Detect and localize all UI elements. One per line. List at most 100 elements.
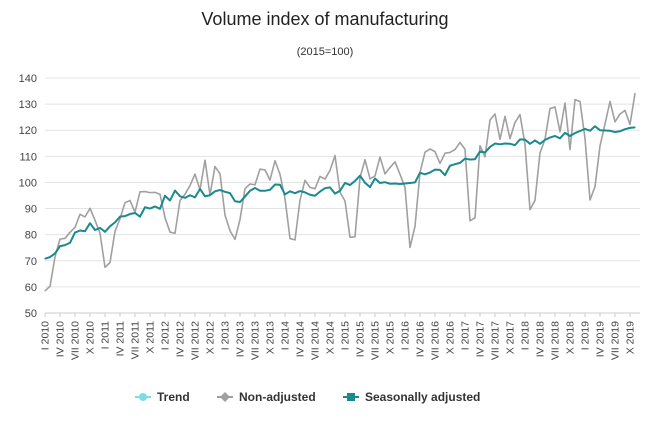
data-point [519,138,521,140]
data-point [569,148,571,151]
data-point [579,100,581,103]
data-point [204,159,206,161]
data-point [509,137,511,140]
data-point [524,139,526,141]
x-tick-label: X 2011 [145,321,157,354]
data-point [254,184,256,186]
data-point [504,115,506,117]
data-point [44,258,46,260]
data-point [244,195,246,198]
data-point [594,186,596,188]
data-point [614,121,616,123]
data-point [89,222,91,224]
data-point [244,188,246,190]
data-point [49,256,51,258]
data-point [59,238,61,240]
x-tick-label: X 2018 [565,321,577,354]
data-point [274,160,276,162]
data-point [74,231,76,234]
data-point [449,165,451,167]
x-tick-label: I 2011 [100,321,112,350]
data-point [579,130,581,132]
data-point [354,180,356,182]
data-point [419,172,421,174]
data-point [534,139,536,142]
data-point [124,215,126,217]
data-point [304,191,306,193]
data-point [124,202,126,204]
x-tick-label: IV 2016 [415,321,427,357]
data-point [264,190,266,192]
data-point [114,230,116,232]
data-point [589,130,591,132]
data-point [634,126,636,128]
data-point [619,130,621,132]
data-point [279,184,281,186]
data-point [199,188,201,190]
x-tick-label: I 2013 [220,321,232,350]
data-point [414,225,416,227]
data-point [144,190,146,193]
data-point [164,195,166,197]
x-tick-label: VII 2010 [70,321,82,360]
data-point [79,229,81,232]
data-point [434,169,436,171]
data-point [499,138,501,140]
data-point [324,187,326,189]
data-point [234,200,236,202]
data-point [314,195,316,197]
data-point [429,148,431,150]
data-point [384,173,386,175]
data-point [364,182,366,184]
legend-item-seasonally-adjusted[interactable]: Seasonally adjusted [343,390,480,404]
data-point [464,148,466,150]
data-point [304,179,306,181]
legend-item-trend[interactable]: Trend [135,390,190,404]
data-point [599,145,601,147]
data-point [594,125,596,127]
x-tick-label: I 2019 [580,321,592,350]
data-point [464,158,466,160]
x-tick-label: VII 2011 [130,321,142,359]
x-tick-label: X 2019 [625,321,637,354]
data-point [54,256,56,258]
series-layer [44,92,636,292]
data-point [224,214,226,216]
legend-item-non-adjusted[interactable]: Non-adjusted [217,390,316,404]
data-point [444,174,446,176]
data-point [249,183,251,185]
legend-marker-square-icon [347,393,355,401]
data-point [624,109,626,111]
data-point [349,184,351,186]
data-point [74,226,76,228]
data-point [49,285,51,287]
data-point [149,192,151,194]
data-point [394,161,396,163]
data-point [219,189,221,191]
data-point [494,113,496,115]
data-point [364,159,366,161]
x-tick-label: X 2013 [265,321,277,354]
data-point [544,139,546,141]
data-point [104,266,106,268]
data-point [424,173,426,175]
data-point [629,123,631,126]
data-point [109,225,111,227]
data-point [289,190,291,192]
data-point [169,199,171,202]
data-point [479,150,481,152]
data-point [429,171,431,174]
x-tick-label: I 2018 [520,321,532,350]
data-point [554,135,556,137]
data-point [559,137,561,139]
data-point [344,182,346,184]
data-point [339,190,341,192]
x-tick-label: IV 2011 [115,321,127,357]
data-point [189,184,191,187]
data-point [239,201,241,203]
data-point [259,190,261,192]
data-point [179,195,181,197]
data-point [449,151,451,154]
data-point [609,130,611,132]
chart-subtitle: (2015=100) [297,46,354,58]
